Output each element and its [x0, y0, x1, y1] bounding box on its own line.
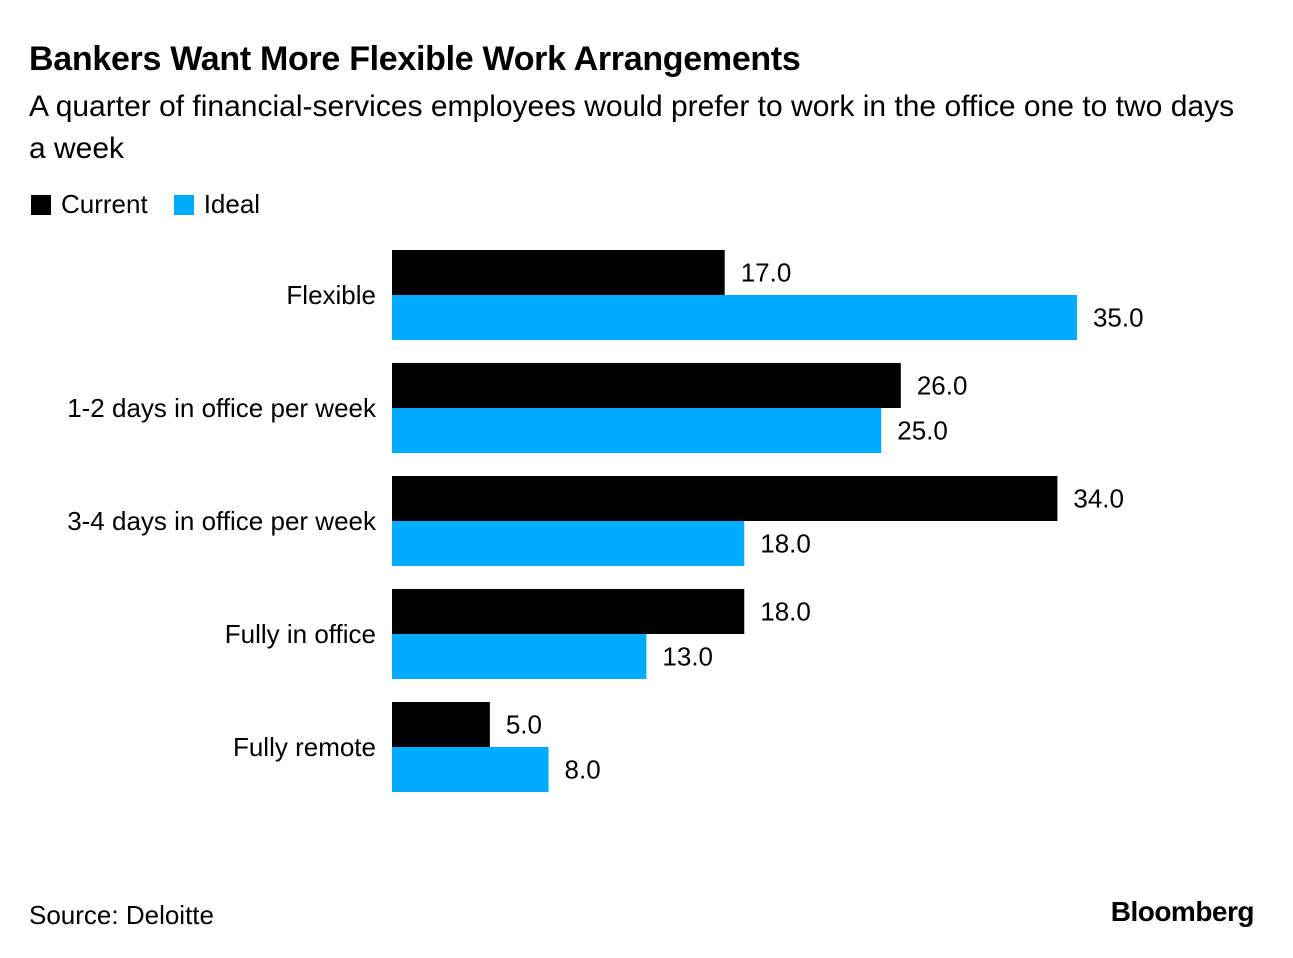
data-label-current-flexible: 17.0	[741, 258, 792, 288]
legend-item-current: Current	[31, 189, 148, 220]
legend-item-ideal: Ideal	[173, 189, 261, 220]
bar-current-1-2-days-in-office-per-week	[392, 363, 901, 408]
legend-swatch-current	[31, 194, 51, 215]
data-label-ideal-3-4-days-in-office-per-week: 18.0	[760, 529, 811, 559]
source-note: Source: Deloitte	[29, 900, 214, 930]
legend: Current Ideal	[31, 189, 286, 220]
legend-swatch-ideal	[173, 194, 194, 215]
data-label-ideal-1-2-days-in-office-per-week: 25.0	[897, 416, 948, 446]
category-label-3-4-days-in-office-per-week: 3-4 days in office per week	[67, 506, 377, 536]
category-label-1-2-days-in-office-per-week: 1-2 days in office per week	[67, 393, 377, 423]
data-label-current-fully-remote: 5.0	[506, 710, 542, 740]
legend-label-ideal: Ideal	[203, 189, 261, 219]
category-label-fully-in-office: Fully in office	[225, 619, 376, 649]
bar-current-fully-remote	[392, 702, 490, 747]
data-label-ideal-fully-remote: 8.0	[565, 755, 601, 785]
bloomberg-logo: Bloomberg	[1110, 896, 1255, 927]
category-label-fully-remote: Fully remote	[233, 732, 376, 762]
data-label-ideal-fully-in-office: 13.0	[662, 642, 713, 672]
data-label-current-3-4-days-in-office-per-week: 34.0	[1073, 484, 1124, 514]
bar-current-3-4-days-in-office-per-week	[392, 476, 1058, 521]
legend-label-current: Current	[61, 189, 148, 219]
data-label-current-1-2-days-in-office-per-week: 26.0	[917, 371, 968, 401]
chart-title: Bankers Want More Flexible Work Arrangem…	[29, 40, 801, 78]
bar-ideal-fully-in-office	[392, 634, 647, 679]
bar-ideal-fully-remote	[392, 747, 549, 792]
chart-subtitle: A quarter of financial-services employee…	[29, 90, 1235, 165]
bar-current-flexible	[392, 250, 725, 295]
data-label-ideal-flexible: 35.0	[1093, 303, 1144, 333]
bar-ideal-1-2-days-in-office-per-week	[392, 408, 882, 453]
bar-ideal-flexible	[392, 295, 1077, 340]
bar-current-fully-in-office	[392, 589, 745, 634]
bar-ideal-3-4-days-in-office-per-week	[392, 521, 745, 566]
category-label-flexible: Flexible	[286, 280, 376, 310]
data-label-current-fully-in-office: 18.0	[760, 597, 811, 627]
